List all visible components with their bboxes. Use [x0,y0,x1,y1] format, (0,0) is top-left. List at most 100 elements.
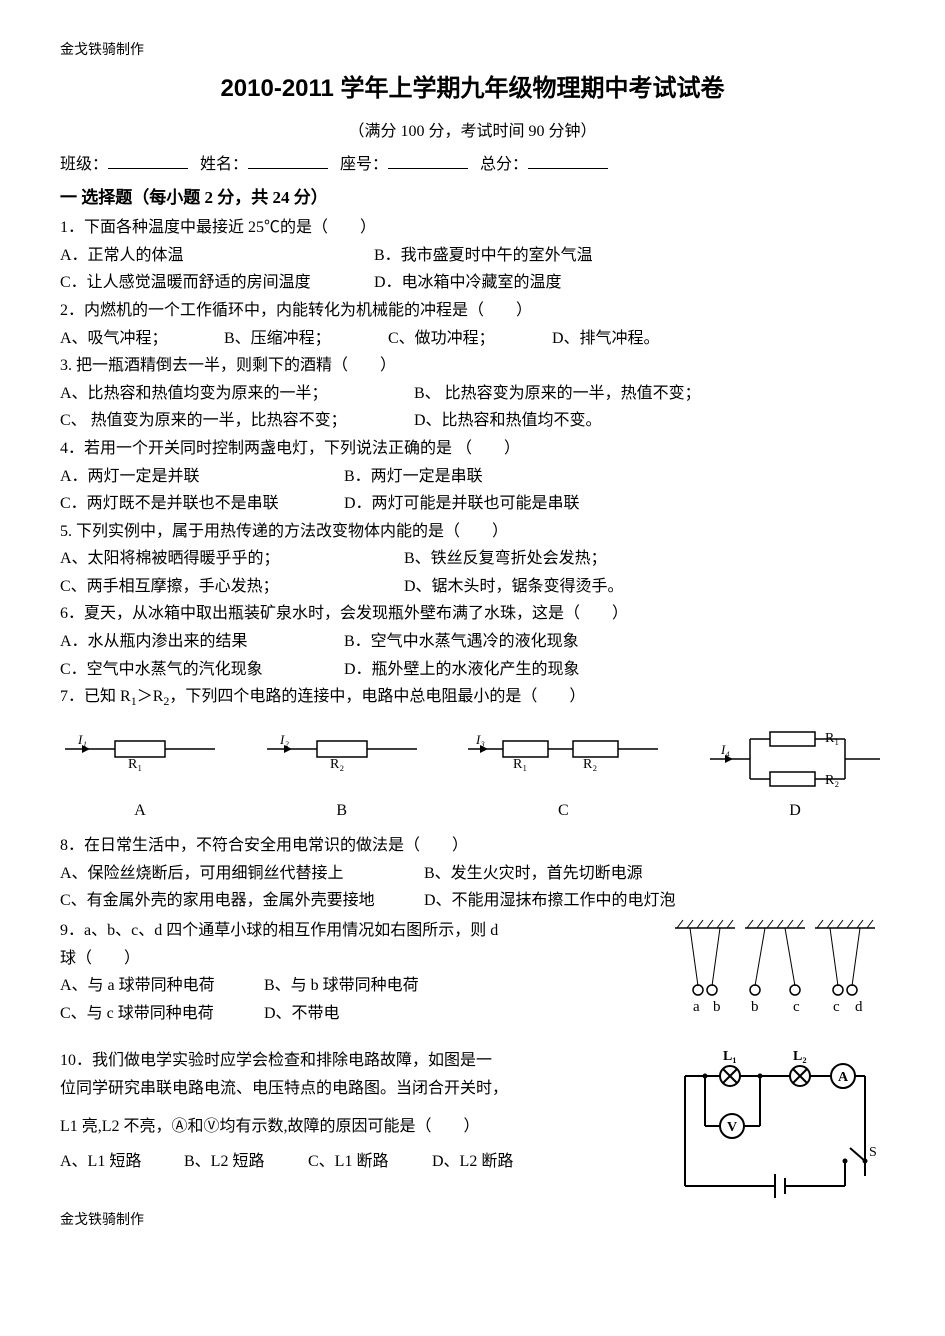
q10-B: B、L2 短路 [184,1149,304,1175]
q1-D: D．电冰箱中冷藏室的温度 [374,270,562,296]
q5-opts: A、太阳将棉被晒得暖乎乎的； B、铁丝反复弯折处会发热； [60,546,885,572]
q3-B: B、 比热容变为原来的一半，热值不变； [414,381,701,407]
q10-A: A、L1 短路 [60,1149,180,1175]
svg-text:b: b [751,999,759,1015]
svg-text:d: d [855,999,863,1015]
q3-opts: A、比热容和热值均变为原来的一半； B、 比热容变为原来的一半，热值不变； [60,381,885,407]
q5-D: D、锯木头时，锯条变得烫手。 [404,574,624,600]
q7-labels: A B C D [60,798,885,824]
svg-text:R₂: R₂ [825,773,839,788]
q10-C: C、L1 断路 [308,1149,428,1175]
q8-C: C、有金属外壳的家用电器，金属外壳要接地 [60,888,420,914]
q9-A: A、与 a 球带同种电荷 [60,973,260,999]
q6-opts: A．水从瓶内渗出来的结果 B．空气中水蒸气遇冷的液化现象 [60,629,885,655]
svg-text:S: S [869,1145,877,1160]
svg-text:c: c [833,999,840,1015]
q4-C: C．两灯既不是并联也不是串联 [60,491,340,517]
q5-stem: 5. 下列实例中，属于用热传递的方法改变物体内能的是（ ） [60,519,885,545]
q8-D: D、不能用湿抹布擦工作中的电灯泡 [424,888,676,914]
svg-text:A: A [838,1070,849,1085]
q7-figures: I₁ R₁ I₂ R₂ I₃ R₁ R₂ I₄ R₁ R₂ [60,724,885,794]
q6-B: B．空气中水蒸气遇冷的液化现象 [344,629,579,655]
seat-blank [388,152,468,169]
q7-post: ，下列四个电路的连接中，电路中总电阻最小的是（ ） [169,688,585,705]
q5-A: A、太阳将棉被晒得暖乎乎的； [60,546,400,572]
svg-text:I₃: I₃ [475,732,485,747]
svg-text:I₁: I₁ [77,732,87,747]
q1-A: A．正常人的体温 [60,243,370,269]
svg-text:b: b [713,999,721,1015]
q10-l2: 位同学研究串联电路电流、电压特点的电路图。当闭合开关时， [60,1076,665,1102]
q6-D: D．瓶外壁上的水液化产生的现象 [344,657,580,683]
q8-stem: 8．在日常生活中，不符合安全用电常识的做法是（ ） [60,833,885,859]
q9-opts: A、与 a 球带同种电荷 B、与 b 球带同种电荷 [60,973,665,999]
q9-B: B、与 b 球带同种电荷 [264,973,419,999]
q10-l1: 10．我们做电学实验时应学会检查和排除电路故障，如图是一 [60,1048,665,1074]
q7-label-C: C [463,798,663,824]
class-label: 班级： [60,156,108,173]
q9-opts2: C、与 c 球带同种电荷 D、不带电 [60,1001,665,1027]
q9-stem2: 球（ ） [60,946,665,972]
q5-B: B、铁丝反复弯折处会发热； [404,546,607,572]
svg-text:L₁: L₁ [723,1049,737,1064]
name-blank [248,152,328,169]
svg-text:I₄: I₄ [720,742,730,757]
svg-text:c: c [793,999,800,1015]
q4-A: A．两灯一定是并联 [60,464,340,490]
q4-B: B．两灯一定是串联 [344,464,483,490]
q2-opts: A、吸气冲程； B、压缩冲程； C、做功冲程； D、排气冲程。 [60,326,885,352]
q3-stem: 3. 把一瓶酒精倒去一半，则剩下的酒精（ ） [60,353,885,379]
q4-stem: 4．若用一个开关同时控制两盏电灯，下列说法正确的是 （ ） [60,436,885,462]
q10-wrap: 10．我们做电学实验时应学会检查和排除电路故障，如图是一 位同学研究串联电路电流… [60,1046,885,1206]
q3-A: A、比热容和热值均变为原来的一半； [60,381,410,407]
q7-label-D: D [705,798,885,824]
q6-C: C．空气中水蒸气的汽化现象 [60,657,340,683]
svg-text:R₂: R₂ [330,757,344,772]
info-line: 班级： 姓名： 座号： 总分： [60,152,885,178]
svg-text:R₂: R₂ [583,757,597,772]
q1-opts2: C．让人感觉温暖而舒适的房间温度 D．电冰箱中冷藏室的温度 [60,270,885,296]
q7-mid: ＞R [137,688,164,705]
q7-stem: 7．已知 R1＞R2，下列四个电路的连接中，电路中总电阻最小的是（ ） [60,684,885,711]
q2-B: B、压缩冲程； [224,326,384,352]
q6-A: A．水从瓶内渗出来的结果 [60,629,340,655]
score-blank [528,152,608,169]
q10-circuit: L₁ L₂ A S V [665,1046,885,1206]
q7-fig-C: I₃ R₁ R₂ [463,724,663,774]
q4-D: D．两灯可能是并联也可能是串联 [344,491,580,517]
q3-D: D、比热容和热值均不变。 [414,408,602,434]
q6-opts2: C．空气中水蒸气的汽化现象 D．瓶外壁上的水液化产生的现象 [60,657,885,683]
q8-A: A、保险丝烧断后，可用细铜丝代替接上 [60,861,420,887]
q5-C: C、两手相互摩擦，手心发热； [60,574,400,600]
q1-C: C．让人感觉温暖而舒适的房间温度 [60,270,370,296]
header-note: 金戈铁骑制作 [60,40,885,62]
q8-opts: A、保险丝烧断后，可用细铜丝代替接上 B、发生火灾时，首先切断电源 [60,861,885,887]
q2-A: A、吸气冲程； [60,326,220,352]
q7-fig-A: I₁ R₁ [60,724,220,774]
q9-C: C、与 c 球带同种电荷 [60,1001,260,1027]
score-label: 总分： [480,156,528,173]
q9-stem1: 9．a、b、c、d 四个通草小球的相互作用情况如右图所示，则 d [60,918,665,944]
q4-opts: A．两灯一定是并联 B．两灯一定是串联 [60,464,885,490]
q2-C: C、做功冲程； [388,326,548,352]
q10-l3: L1 亮,L2 不亮，Ⓐ和Ⓥ均有示数,故障的原因可能是（ ） [60,1114,665,1140]
q7-pre: 7．已知 R [60,688,131,705]
svg-text:R₁: R₁ [128,757,142,772]
q9-D: D、不带电 [264,1001,340,1027]
q1-stem: 1．下面各种温度中最接近 25℃的是（ ） [60,215,885,241]
subtitle: （满分 100 分，考试时间 90 分钟） [60,119,885,145]
seat-label: 座号： [340,156,388,173]
q1-opts: A．正常人的体温 B．我市盛夏时中午的室外气温 [60,243,885,269]
q7-label-A: A [60,798,220,824]
section-1-title: 一 选择题（每小题 2 分，共 24 分） [60,184,885,211]
name-label: 姓名： [200,156,248,173]
q1-B: B．我市盛夏时中午的室外气温 [374,243,593,269]
q2-D: D、排气冲程。 [552,326,660,352]
q10-opts: A、L1 短路 B、L2 短路 C、L1 断路 D、L2 断路 [60,1149,665,1175]
svg-text:L₂: L₂ [793,1049,807,1064]
q3-opts2: C、 热值变为原来的一半，比热容不变； D、比热容和热值均不变。 [60,408,885,434]
q7-fig-B: I₂ R₂ [262,724,422,774]
q5-opts2: C、两手相互摩擦，手心发热； D、锯木头时，锯条变得烫手。 [60,574,885,600]
q8-B: B、发生火灾时，首先切断电源 [424,861,643,887]
svg-text:R₁: R₁ [513,757,527,772]
